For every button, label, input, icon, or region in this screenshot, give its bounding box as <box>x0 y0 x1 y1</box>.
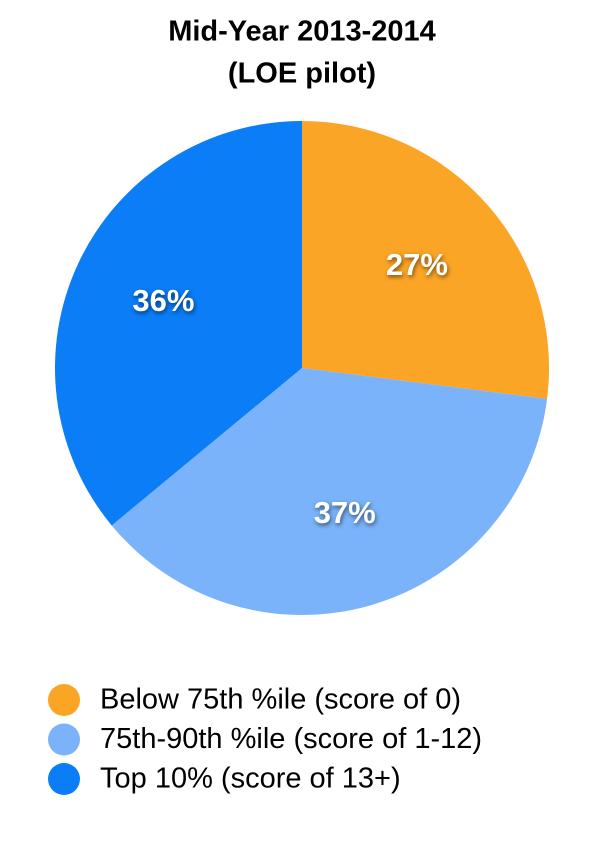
pie-slice <box>111 368 548 615</box>
legend-label: Below 75th %ile (score of 0) <box>100 684 461 716</box>
pie-slice <box>54 121 302 526</box>
value-label: 36% <box>132 283 194 318</box>
value-label: 37% <box>314 495 376 530</box>
legend-label: 75th-90th %ile (score of 1-12) <box>100 723 482 755</box>
chart-title: Mid-Year 2013-2014 <box>168 16 436 48</box>
pie-slice <box>302 121 549 399</box>
legend-swatch <box>48 763 80 795</box>
legend-swatch <box>48 723 80 756</box>
legend-label: Top 10% (score of 13+) <box>100 763 401 795</box>
chart-subtitle: (LOE pilot) <box>228 58 376 90</box>
value-label: 27% <box>386 247 448 282</box>
legend-swatch <box>48 684 80 716</box>
